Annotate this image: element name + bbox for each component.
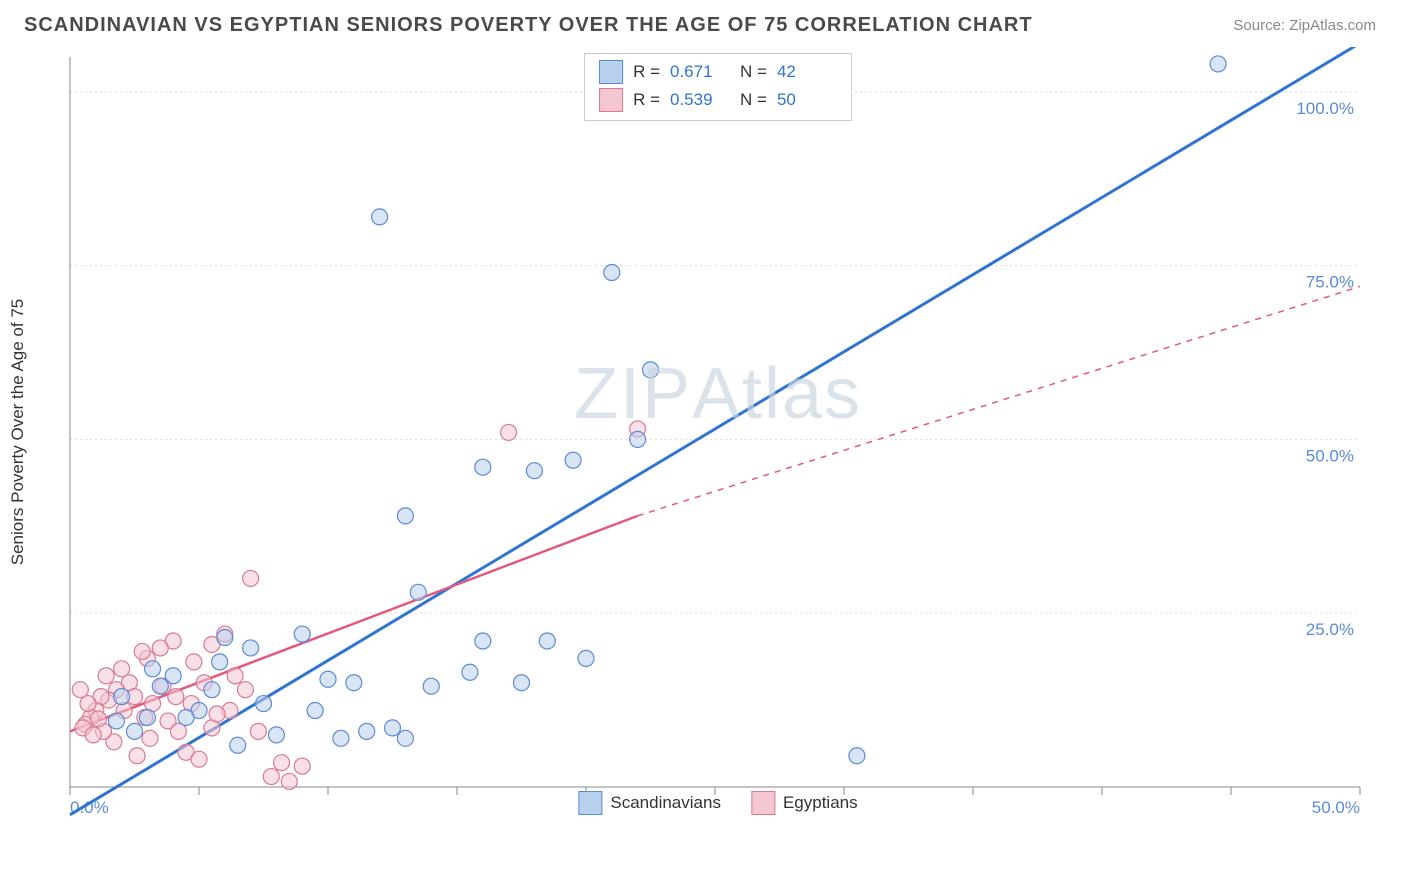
- stats-row-scandinavian: R = 0.671 N = 42: [599, 58, 837, 86]
- swatch-scandinavian: [599, 60, 623, 84]
- scatter-plot: 25.0% 50.0% 75.0% 100.0% 0.0% 50.0%: [60, 47, 1376, 817]
- source-label: Source: ZipAtlas.com: [1233, 17, 1376, 34]
- source-link[interactable]: ZipAtlas.com: [1289, 17, 1376, 34]
- svg-text:100.0%: 100.0%: [1296, 99, 1354, 118]
- header-bar: SCANDINAVIAN VS EGYPTIAN SENIORS POVERTY…: [0, 0, 1406, 47]
- stats-row-egyptian: R = 0.539 N = 50: [599, 86, 837, 114]
- y-axis-label: Seniors Poverty Over the Age of 75: [8, 299, 28, 565]
- legend-swatch-egyptian: [751, 791, 775, 815]
- svg-text:50.0%: 50.0%: [1312, 798, 1360, 817]
- svg-text:50.0%: 50.0%: [1306, 446, 1354, 465]
- svg-text:75.0%: 75.0%: [1306, 273, 1354, 292]
- chart-title: SCANDINAVIAN VS EGYPTIAN SENIORS POVERTY…: [24, 14, 1033, 37]
- legend-item-egyptian: Egyptians: [751, 791, 858, 815]
- legend-item-scandinavian: Scandinavians: [578, 791, 721, 815]
- stats-box: R = 0.671 N = 42 R = 0.539 N = 50: [584, 53, 852, 121]
- svg-text:0.0%: 0.0%: [70, 798, 109, 817]
- chart-area: Seniors Poverty Over the Age of 75 25.0%…: [60, 47, 1376, 817]
- bottom-legend: Scandinavians Egyptians: [578, 791, 857, 815]
- svg-text:25.0%: 25.0%: [1306, 620, 1354, 639]
- swatch-egyptian: [599, 88, 623, 112]
- legend-swatch-scandinavian: [578, 791, 602, 815]
